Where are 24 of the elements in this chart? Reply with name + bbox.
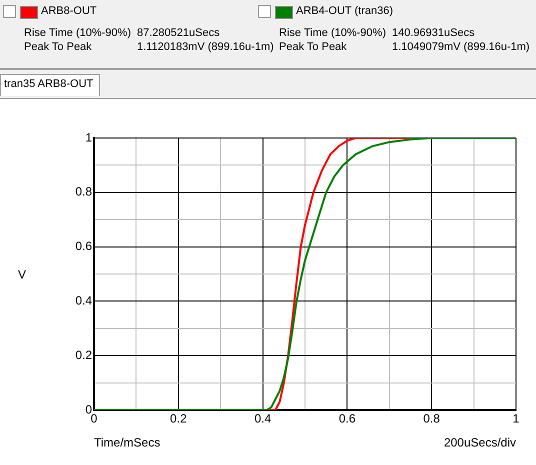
- y-tick-label: 1: [85, 130, 92, 144]
- y-tick-label: 0.8: [75, 184, 92, 199]
- text: Peak To Peak: [24, 41, 92, 53]
- y-tick-label: 0: [85, 402, 92, 416]
- x-axis-title: Time/mSecs: [94, 435, 160, 450]
- y-axis-title: V: [18, 267, 26, 282]
- text: 87.280521uSecs: [137, 27, 220, 39]
- text: 200uSecs/div: [444, 435, 516, 450]
- y-tick-label: 0.4: [75, 294, 92, 308]
- text: 140.96931uSecs: [392, 27, 475, 39]
- legend-label: ARB4-OUT (tran36): [296, 5, 393, 17]
- x-tick-label: 0.8: [423, 412, 440, 426]
- x-tick-label: 0.6: [338, 412, 356, 426]
- legend-label: ARB8-OUT: [41, 5, 97, 17]
- x-tick-label: 0.4: [254, 412, 272, 426]
- text: 1.1120183mV (899.16u-1m): [137, 41, 274, 53]
- x-tick-label: 0.2: [170, 412, 188, 426]
- text: Rise Time (10%-90%): [24, 27, 131, 39]
- y-tick-label: 0.2: [75, 348, 92, 362]
- text: Rise Time (10%-90%): [279, 27, 386, 39]
- y-tick-label: 0.6: [75, 239, 92, 254]
- x-tick-label: 1: [512, 412, 520, 426]
- text: 1.1049079mV (899.16u-1m): [392, 41, 530, 53]
- text: Peak To Peak: [279, 41, 347, 53]
